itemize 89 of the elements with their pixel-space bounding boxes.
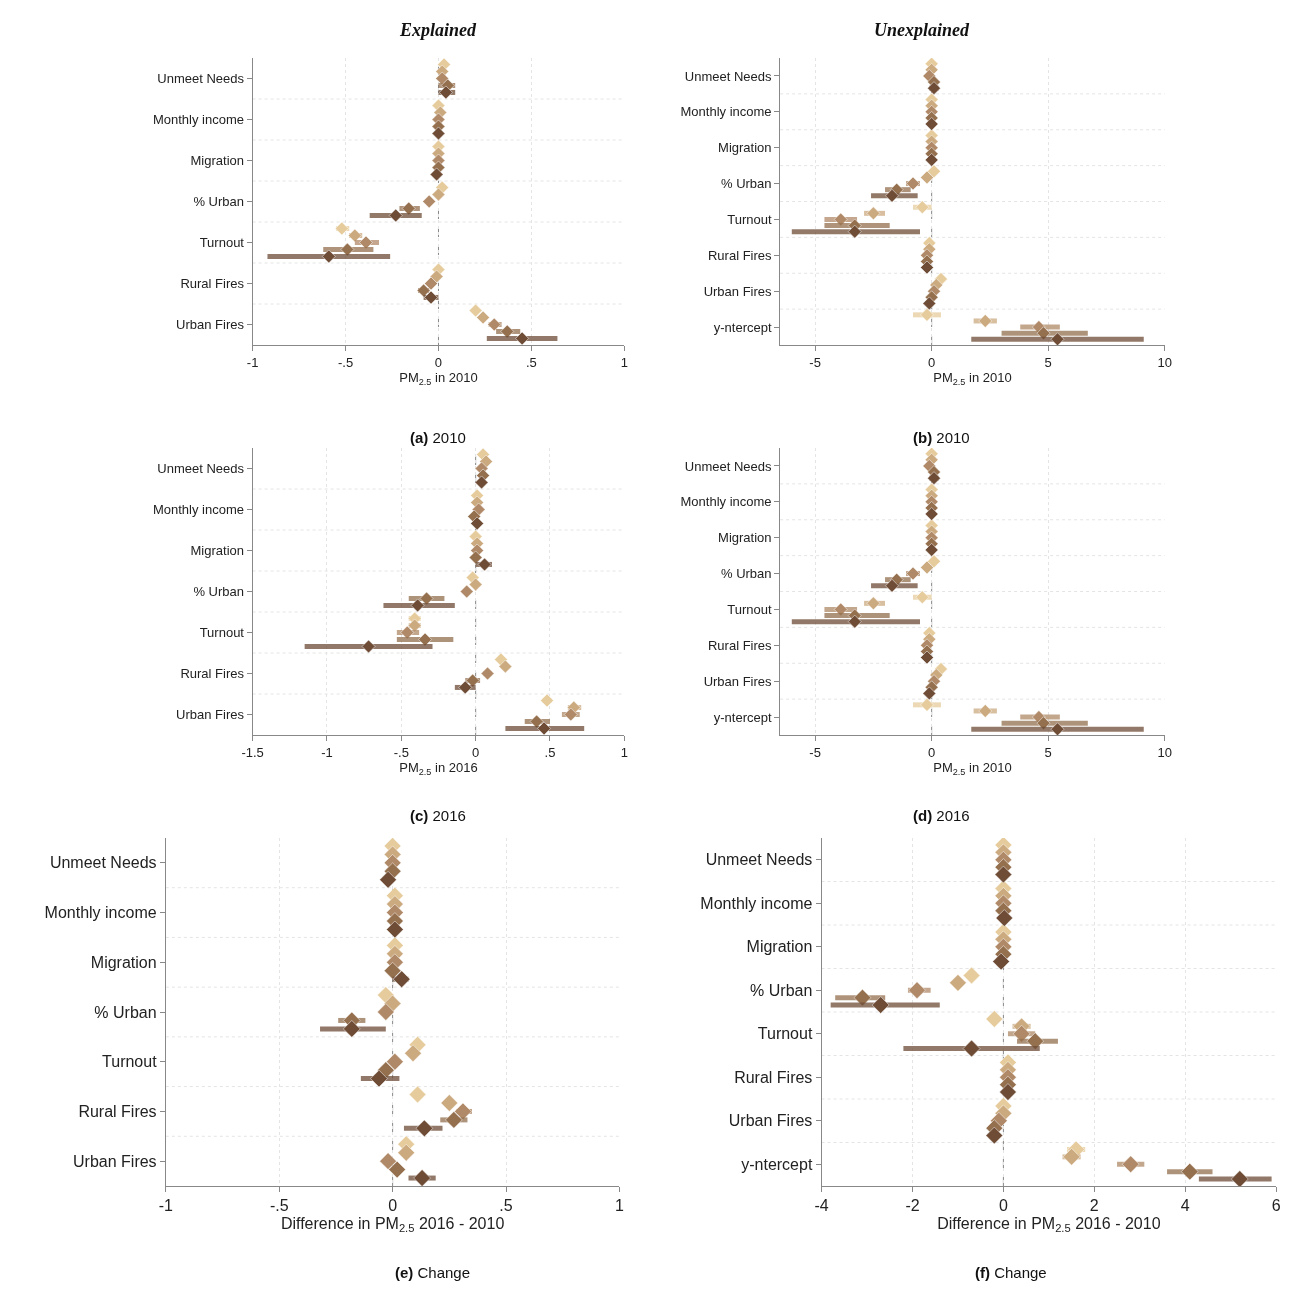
y-tick-label: Monthly income (152, 502, 244, 518)
x-tick-label: -1 (158, 1197, 174, 1215)
x-axis-title: PM$_{2.5}$ in 2010 (933, 760, 1012, 777)
y-tick-label: Migration (718, 530, 772, 546)
y-tick-label: Migration (190, 543, 244, 559)
x-tick-label: -4 (814, 1197, 829, 1215)
y-tick-label: Unmeet Needs (49, 854, 157, 872)
y-tick-label: Rural Fires (180, 276, 245, 292)
x-tick-label: 2 (1089, 1197, 1099, 1215)
y-tick-label: Migration (718, 140, 772, 156)
text: (b) 2010 (913, 429, 970, 446)
x-axis-title: PM$_{2.5}$ in 2010 (399, 370, 478, 387)
y-tick-label: Turnout (199, 235, 245, 251)
x-tick-label: 0 (388, 1197, 398, 1215)
y-tick-label: y-ntercept (713, 709, 772, 725)
y-tick-label: Urban Fires (703, 283, 773, 299)
x-tick-label: -1 (321, 744, 333, 760)
x-tick-label: 5 (1044, 744, 1052, 760)
x-tick-label: -1 (246, 354, 259, 370)
y-tick-label: Migration (746, 938, 813, 956)
x-tick-label: 6 (1271, 1197, 1281, 1215)
y-tick-label: Rural Fires (707, 247, 773, 263)
y-tick-label: Turnout (727, 211, 772, 227)
y-tick-label: Turnout (199, 625, 245, 641)
y-tick-label: y-ntercept (741, 1155, 813, 1173)
y-tick-label: Urban Fires (703, 673, 773, 689)
x-tick-label: -5 (809, 354, 821, 370)
x-tick-label: 1 (620, 354, 628, 370)
x-tick-label: 0 (928, 354, 936, 370)
y-tick-label: Urban Fires (176, 317, 245, 333)
y-tick-label: % Urban (720, 176, 772, 192)
y-tick-label: % Urban (193, 194, 244, 210)
x-tick-label: .5 (499, 1197, 513, 1215)
x-tick-label: -1.5 (241, 744, 264, 760)
y-tick-label: Turnout (102, 1053, 158, 1071)
x-tick-label: 10 (1157, 744, 1172, 760)
y-tick-label: y-ntercept (713, 319, 772, 335)
x-tick-label: 0 (998, 1197, 1008, 1215)
y-tick-label: % Urban (720, 566, 772, 582)
text: (e) Change (395, 1264, 471, 1281)
y-tick-label: Unmeet Needs (157, 71, 245, 87)
x-axis-title: PM$_{2.5}$ in 2016 (399, 760, 478, 777)
x-axis-title: Difference in PM$_{2.5}$ 2016 - 2010 (280, 1214, 505, 1235)
x-tick-label: 1 (620, 744, 628, 760)
y-tick-label: % Urban (94, 1003, 157, 1021)
y-tick-label: Turnout (757, 1025, 813, 1043)
x-tick-label: 10 (1157, 354, 1172, 370)
y-tick-label: % Urban (750, 981, 813, 999)
x-tick-label: 0 (928, 744, 936, 760)
x-tick-label: -2 (905, 1197, 920, 1215)
y-tick-label: Rural Fires (180, 666, 245, 682)
x-tick-label: 5 (1044, 354, 1052, 370)
text: (c) 2016 (410, 807, 466, 824)
x-tick-label: 4 (1180, 1197, 1190, 1215)
y-tick-label: % Urban (193, 584, 244, 600)
y-tick-label: Rural Fires (734, 1068, 813, 1086)
text: (f) Change (975, 1264, 1047, 1281)
text: (a) 2010 (410, 429, 466, 446)
chart-title: Explained (399, 20, 478, 40)
y-tick-label: Urban Fires (728, 1112, 813, 1130)
x-tick-label: 0 (472, 744, 480, 760)
y-tick-label: Migration (190, 153, 244, 169)
x-tick-label: -.5 (337, 354, 354, 370)
x-axis-title: PM$_{2.5}$ in 2010 (933, 370, 1012, 387)
chart-title: Unexplained (874, 20, 970, 40)
y-tick-label: Unmeet Needs (157, 461, 245, 477)
y-tick-label: Monthly income (700, 894, 813, 912)
x-tick-label: 0 (434, 354, 443, 370)
x-tick-label: -.5 (393, 744, 409, 760)
y-tick-label: Unmeet Needs (684, 68, 773, 84)
y-tick-label: Monthly income (680, 104, 772, 120)
y-tick-label: Monthly income (44, 904, 157, 922)
y-tick-label: Urban Fires (176, 707, 245, 723)
text: (d) 2016 (913, 807, 970, 824)
y-tick-label: Rural Fires (707, 637, 773, 653)
y-tick-label: Urban Fires (73, 1152, 157, 1170)
y-tick-label: Rural Fires (78, 1103, 157, 1121)
x-tick-label: .5 (544, 744, 556, 760)
x-tick-label: -5 (809, 744, 821, 760)
y-tick-label: Unmeet Needs (684, 458, 773, 474)
x-axis-title: Difference in PM$_{2.5}$ 2016 - 2010 (937, 1214, 1161, 1235)
y-tick-label: Monthly income (152, 112, 244, 128)
x-tick-label: 1 (614, 1197, 624, 1215)
y-tick-label: Migration (90, 953, 157, 971)
x-tick-label: .5 (525, 354, 537, 370)
y-tick-label: Unmeet Needs (705, 851, 813, 869)
y-tick-label: Monthly income (680, 494, 772, 510)
x-tick-label: -.5 (269, 1197, 289, 1215)
y-tick-label: Turnout (727, 601, 772, 617)
